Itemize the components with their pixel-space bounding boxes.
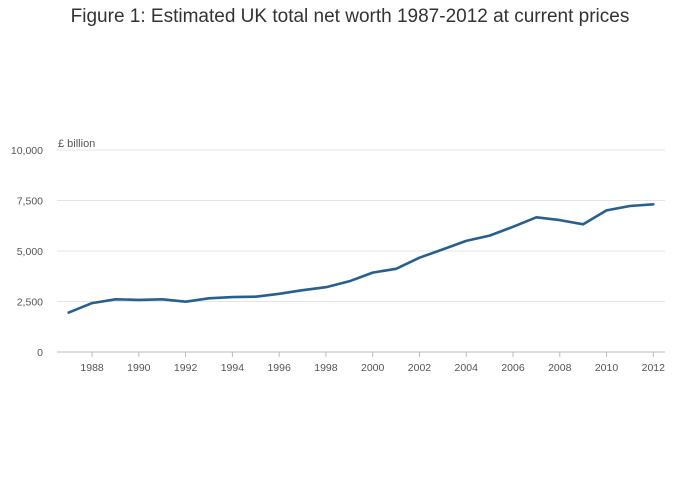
data-point (393, 266, 399, 272)
y-tick-label: 7,500 (17, 196, 43, 208)
data-point (253, 294, 259, 300)
series-line (67, 203, 655, 314)
data-point (650, 201, 656, 207)
y-tick-label: 2,500 (17, 297, 43, 309)
x-tick-label: 2004 (455, 362, 479, 374)
data-point (463, 238, 469, 244)
y-axis-unit-label: £ billion (58, 138, 95, 150)
data-point (136, 297, 142, 303)
series-layer (66, 201, 656, 316)
x-tick-label: 1992 (174, 362, 198, 374)
data-point (206, 295, 212, 301)
x-tick-label: 1988 (80, 362, 104, 374)
x-tick-label: 1998 (314, 362, 338, 374)
data-point (112, 296, 118, 302)
data-point (300, 287, 306, 293)
data-point (370, 270, 376, 276)
data-point (183, 299, 189, 305)
data-point (323, 284, 329, 290)
data-point (557, 217, 563, 223)
data-point (346, 278, 352, 284)
x-tick-label: 2002 (408, 362, 432, 374)
x-tick-label: 1990 (127, 362, 151, 374)
y-tick-label: 5,000 (17, 246, 43, 258)
data-point (66, 310, 72, 316)
axes: 0 2,500 5,000 7,500 10,000 1988 1990 1992 1994 19… (11, 145, 665, 374)
data-point (416, 255, 422, 261)
data-point (229, 294, 235, 300)
x-tick-label: 1996 (267, 362, 291, 374)
y-tick-label: 10,000 (11, 145, 43, 157)
data-point (510, 224, 516, 230)
x-tick-label: 2010 (595, 362, 619, 374)
x-tick-label: 1994 (221, 362, 245, 374)
data-point (533, 214, 539, 220)
data-point (604, 207, 610, 213)
data-point (89, 300, 95, 306)
y-tick-label: 0 (37, 347, 43, 359)
data-point (487, 233, 493, 239)
x-tick-label: 2006 (501, 362, 525, 374)
data-point (276, 291, 282, 297)
data-point (440, 246, 446, 252)
x-tick-label: 2000 (361, 362, 385, 374)
x-tick-label: 2012 (642, 362, 666, 374)
x-tick-label: 2008 (548, 362, 572, 374)
gridlines (57, 149, 665, 302)
data-point (580, 221, 586, 227)
data-point (159, 296, 165, 302)
data-point (627, 203, 633, 209)
chart-title: Figure 1: Estimated UK total net worth 1… (70, 6, 630, 27)
